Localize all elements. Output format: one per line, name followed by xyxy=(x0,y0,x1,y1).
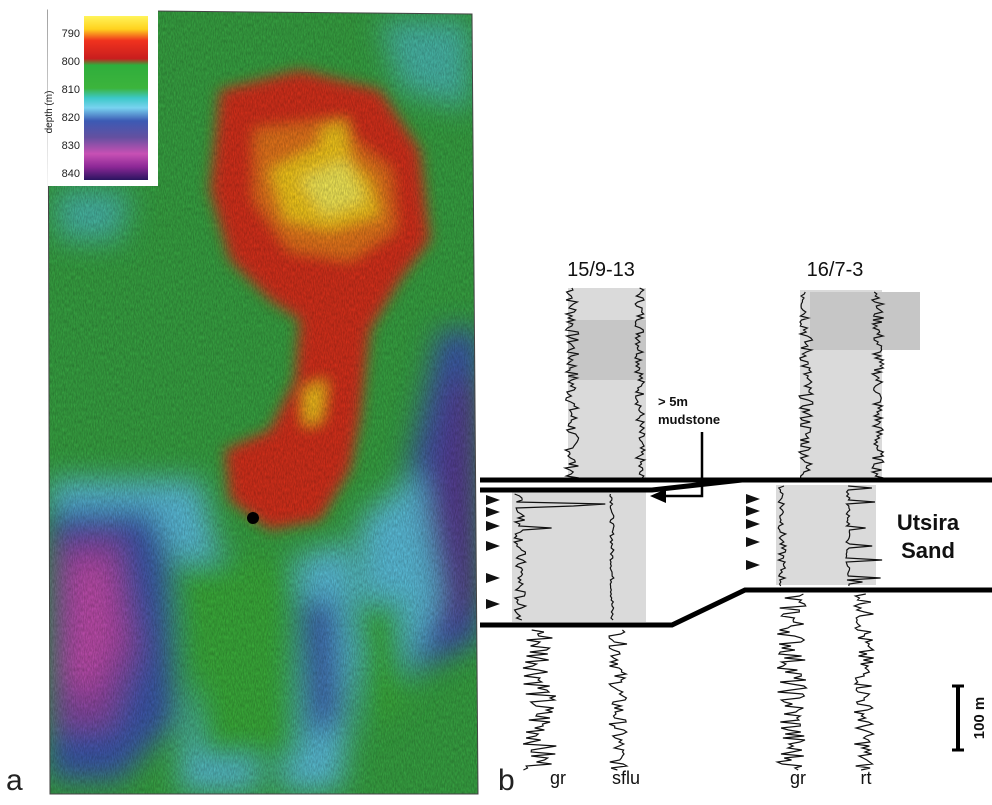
sflu-trace-15-9-13-sand xyxy=(609,493,615,621)
rt-trace-16-7-3-lower xyxy=(852,593,876,771)
stringer-marker-16-7-3-2 xyxy=(746,519,760,529)
well-log-panel: 15/9-13 16/7-3 > 5m mudstone Utsira Sand… xyxy=(480,0,992,800)
stringer-marker-15-9-13-1 xyxy=(486,507,500,517)
well-15-9-13-upper-fill xyxy=(568,288,646,480)
curve-label-gr-15-9-13: gr xyxy=(550,768,566,788)
depth-map-raster xyxy=(48,10,478,794)
colorbar-gradient xyxy=(84,16,148,180)
colorbar-tick-830: 830 xyxy=(62,140,80,152)
sand-fill-16-7-3 xyxy=(776,485,876,585)
gr-trace-16-7-3-upper xyxy=(797,291,815,479)
stringer-marker-16-7-3-1 xyxy=(746,506,760,516)
colorbar-tick-800: 800 xyxy=(62,56,80,68)
sflu-trace-15-9-13-lower xyxy=(608,629,629,771)
well-title-16-7-3: 16/7-3 xyxy=(807,259,864,281)
gr-trace-15-9-13-sand xyxy=(512,493,606,621)
colorbar-tick-790: 790 xyxy=(62,28,80,40)
rt-trace-16-7-3-sand xyxy=(844,485,883,587)
log-curves xyxy=(512,287,886,771)
base-utsira-line xyxy=(480,587,992,628)
depth-map-figure: depth (m) 790 800 810 820 830 840 a xyxy=(6,6,479,797)
panel-b-letter: b xyxy=(498,764,515,797)
stringer-marker-15-9-13-3 xyxy=(486,541,500,551)
mudstone-annotation-line1: > 5m xyxy=(658,394,688,409)
well-title-15-9-13: 15/9-13 xyxy=(567,259,635,281)
gr-trace-16-7-3-sand xyxy=(776,485,788,587)
panel-a-letter: a xyxy=(6,764,23,797)
stringer-marker-15-9-13-5 xyxy=(486,599,500,609)
sand-fill-15-9-13 xyxy=(512,490,646,622)
curve-label-sflu: sflu xyxy=(612,768,640,788)
stringer-marker-16-7-3-0 xyxy=(746,494,760,504)
mudstone-arrowhead xyxy=(650,489,666,503)
gr-trace-15-9-13-lower xyxy=(522,629,557,771)
colorbar-axis-label: depth (m) xyxy=(44,91,55,134)
gr-trace-16-7-3-lower xyxy=(775,593,808,771)
mudstone-annotation-line2: mudstone xyxy=(658,412,720,427)
well-log-figure: 15/9-13 16/7-3 > 5m mudstone Utsira Sand… xyxy=(480,259,992,797)
rt-trace-16-7-3-upper xyxy=(870,291,886,479)
top-sand-line-15-9-13 xyxy=(480,477,743,493)
well-location-marker xyxy=(247,512,259,524)
gr-trace-15-9-13-upper xyxy=(562,287,581,479)
colorbar-tick-810: 810 xyxy=(62,84,80,96)
stringer-marker-15-9-13-0 xyxy=(486,495,500,505)
well-16-7-3-shale-fill xyxy=(810,292,920,350)
stringer-marker-15-9-13-4 xyxy=(486,573,500,583)
curve-label-rt: rt xyxy=(861,768,872,788)
stringer-marker-16-7-3-3 xyxy=(746,537,760,547)
unit-label-line1: Utsira xyxy=(897,510,960,535)
colorbar-tick-840: 840 xyxy=(62,168,80,180)
stringer-marker-15-9-13-2 xyxy=(486,521,500,531)
curve-label-gr-16-7-3: gr xyxy=(790,768,806,788)
colorbar-tick-820: 820 xyxy=(62,112,80,124)
sflu-trace-15-9-13-upper xyxy=(633,287,647,479)
colorbar-inset: depth (m) 790 800 810 820 830 840 xyxy=(44,6,158,186)
stringer-marker-16-7-3-4 xyxy=(746,560,760,570)
depth-map-panel: depth (m) 790 800 810 820 830 840 a xyxy=(0,0,480,800)
mudstone-arrow xyxy=(660,432,704,498)
well-15-9-13-shale-fill xyxy=(568,320,646,380)
scale-bar-label: 100 m xyxy=(971,697,988,740)
unit-label-line2: Sand xyxy=(901,538,955,563)
sand-stringer-markers xyxy=(486,494,760,609)
